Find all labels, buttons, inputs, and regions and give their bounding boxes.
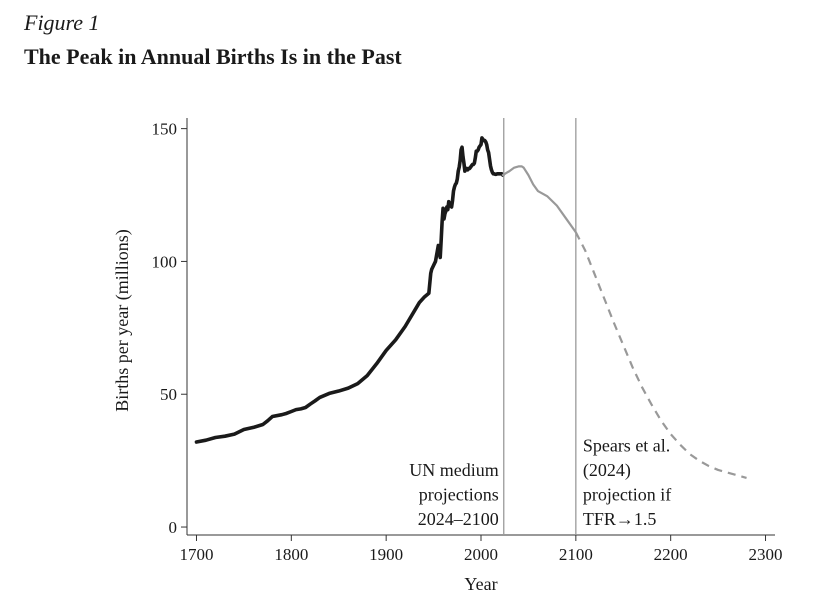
y-tick-label: 100 [152,252,178,271]
y-tick-label: 0 [169,518,178,537]
spears-projection-line [574,231,747,479]
un-projection-line [501,165,577,234]
y-axis-title: Births per year (millions) [112,229,133,411]
y-tick-label: 50 [160,385,177,404]
un-projection-label-line: projections [419,485,499,505]
x-tick-label: 2100 [559,545,593,564]
un-projection-label-line: UN medium [409,460,499,480]
x-tick-label: 2000 [464,545,498,564]
chart-annotations: UN medium projections 2024–2100 Spears et a… [409,118,671,535]
x-tick-label: 2200 [654,545,688,564]
spears-projection-label-line: projection if [583,485,671,505]
historical-births-line [194,136,505,444]
x-tick-label: 1800 [274,545,308,564]
spears-projection-label-line: TFR→1.5 [583,509,657,529]
x-tick-label: 1900 [369,545,403,564]
figure-title: The Peak in Annual Births Is in the Past [24,44,402,69]
y-tick-label: 150 [152,120,178,139]
figure-label: Figure 1 [24,10,100,35]
chart-series [194,136,747,479]
x-tick-label: 1700 [179,545,213,564]
spears-projection-label-line: (2024) [583,460,631,481]
x-tick-label: 2300 [749,545,783,564]
spears-projection-label-line: Spears et al. [583,436,670,456]
chart-axes: 0 50 100 150 1700 1800 1900 2000 2100 2200 2300 Yea… [112,118,783,594]
un-projection-label-line: 2024–2100 [418,509,499,529]
x-axis-title: Year [464,574,497,594]
